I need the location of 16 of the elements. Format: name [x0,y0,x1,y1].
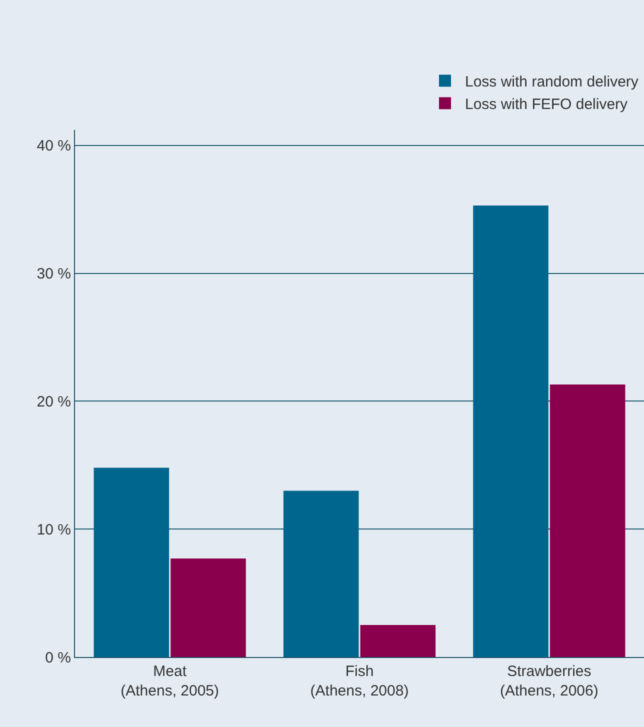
x-tick-label: Strawberries (Athens, 2006) [500,663,598,700]
legend-label: Loss with random delivery [465,74,639,91]
legend-label: Loss with FEFO delivery [465,96,628,114]
x-tick-label: Meat (Athens, 2005) [120,663,220,700]
bar [360,625,436,657]
y-tick-label: 30 % [36,266,71,283]
y-tick-label: 10 % [36,521,71,538]
y-tick-label: 40 % [36,138,71,155]
y-tick-label: 20 % [36,393,71,410]
bar [550,384,626,657]
bar [94,468,170,657]
bar [473,205,548,657]
bar [283,490,359,657]
bar [170,558,246,657]
x-tick-label: Fish (Athens, 2008) [310,663,409,700]
y-tick-label: 0 % [45,649,71,666]
